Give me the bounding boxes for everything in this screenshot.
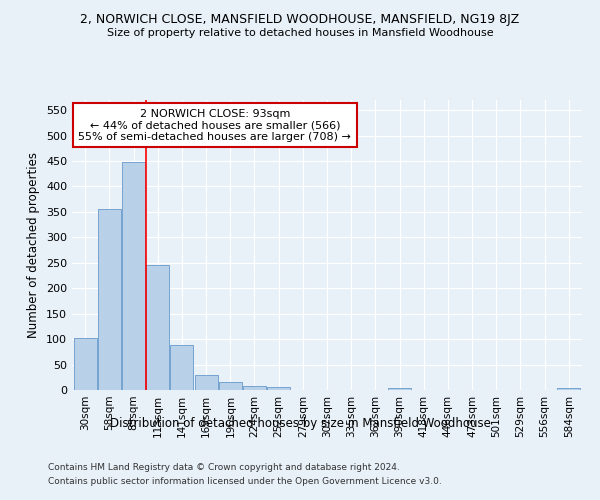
Text: Contains HM Land Registry data © Crown copyright and database right 2024.: Contains HM Land Registry data © Crown c…: [48, 464, 400, 472]
Text: Size of property relative to detached houses in Mansfield Woodhouse: Size of property relative to detached ho…: [107, 28, 493, 38]
Bar: [194, 374, 218, 390]
Bar: [122, 162, 145, 390]
Bar: [243, 386, 266, 390]
Text: Contains public sector information licensed under the Open Government Licence v3: Contains public sector information licen…: [48, 477, 442, 486]
Text: Distribution of detached houses by size in Mansfield Woodhouse: Distribution of detached houses by size …: [110, 418, 490, 430]
Y-axis label: Number of detached properties: Number of detached properties: [28, 152, 40, 338]
Bar: [74, 338, 97, 390]
Bar: [557, 388, 580, 390]
Bar: [267, 388, 290, 390]
Text: 2, NORWICH CLOSE, MANSFIELD WOODHOUSE, MANSFIELD, NG19 8JZ: 2, NORWICH CLOSE, MANSFIELD WOODHOUSE, M…: [80, 12, 520, 26]
Bar: [388, 388, 411, 390]
Bar: [219, 382, 242, 390]
Text: 2 NORWICH CLOSE: 93sqm
← 44% of detached houses are smaller (566)
55% of semi-de: 2 NORWICH CLOSE: 93sqm ← 44% of detached…: [79, 108, 351, 142]
Bar: [146, 266, 169, 390]
Bar: [170, 345, 193, 390]
Bar: [98, 210, 121, 390]
